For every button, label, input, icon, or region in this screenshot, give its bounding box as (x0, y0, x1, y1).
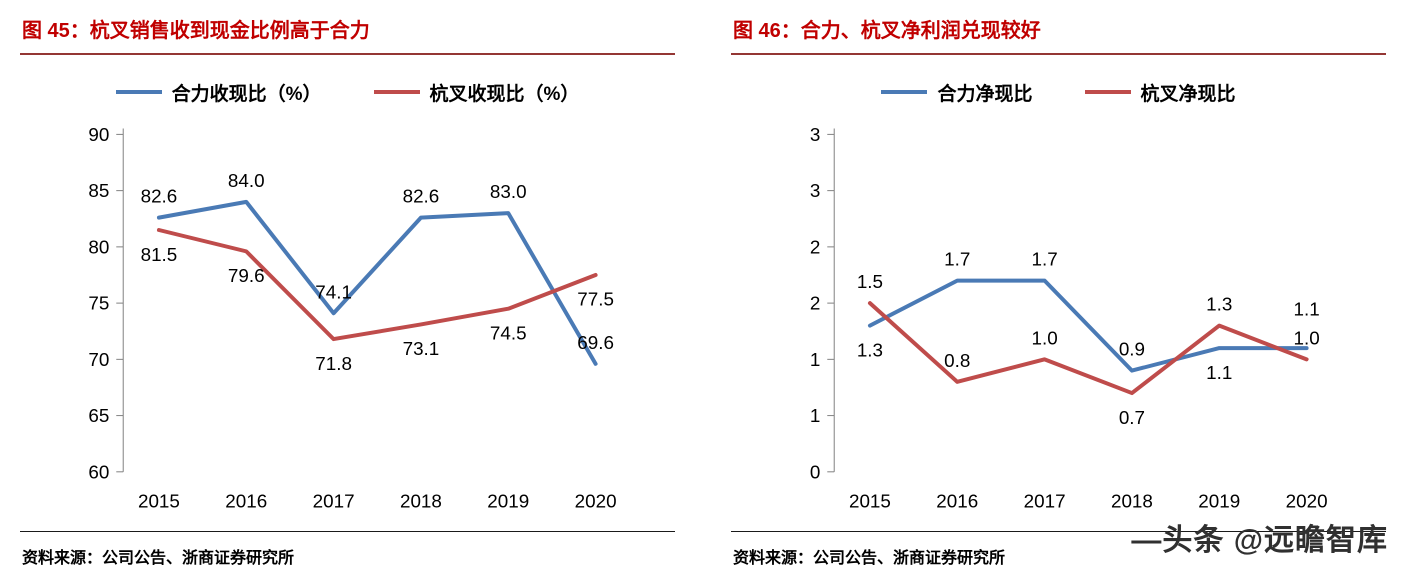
svg-text:2015: 2015 (138, 491, 180, 512)
figure-46-source-note: 资料来源：公司公告、浙商证券研究所 (731, 531, 1386, 568)
svg-text:70: 70 (88, 349, 109, 370)
figure-45-source-note: 资料来源：公司公告、浙商证券研究所 (20, 531, 675, 568)
svg-text:73.1: 73.1 (403, 338, 440, 359)
figure-46: 图 46：合力、杭叉净利润兑现较好 合力净现比 杭叉净现比 0 1 1 2 2 3 3 2015… (731, 10, 1386, 568)
svg-text:1: 1 (810, 349, 820, 370)
svg-text:2020: 2020 (575, 491, 617, 512)
svg-text:82.6: 82.6 (141, 186, 178, 207)
svg-text:2018: 2018 (400, 491, 442, 512)
svg-text:2016: 2016 (225, 491, 267, 512)
legend-item: 杭叉净现比 (1084, 79, 1236, 106)
svg-text:81.5: 81.5 (141, 244, 178, 265)
svg-text:2017: 2017 (313, 491, 355, 512)
legend-item: 合力收现比（%） (115, 79, 322, 106)
svg-text:80: 80 (88, 236, 109, 257)
svg-text:2020: 2020 (1286, 491, 1328, 512)
figure-46-title: 图 46：合力、杭叉净利润兑现较好 (731, 10, 1386, 55)
legend-swatch (373, 90, 420, 94)
y-axis-labels: 0 1 1 2 2 3 3 (810, 124, 820, 482)
data-labels: 82.6 84.0 74.1 82.6 83.0 69.6 (141, 170, 614, 353)
svg-text:65: 65 (88, 405, 109, 426)
series-line (867, 301, 1309, 396)
legend-label: 合力净现比 (937, 83, 1033, 105)
series-line (156, 228, 598, 342)
svg-text:2019: 2019 (487, 491, 529, 512)
svg-text:2016: 2016 (936, 491, 978, 512)
svg-text:2: 2 (810, 236, 820, 257)
svg-text:2019: 2019 (1198, 491, 1240, 512)
legend-item: 杭叉收现比（%） (373, 79, 580, 106)
svg-text:82.6: 82.6 (403, 186, 440, 207)
figure-46-line-chart: 0 1 1 2 2 3 3 2015 2016 2017 2018 2019 2020 1.3 1.7 1.7… (810, 124, 1328, 512)
svg-text:3: 3 (810, 124, 820, 145)
svg-text:1.1: 1.1 (1294, 298, 1320, 319)
legend-swatch (881, 90, 928, 94)
legend-label: 合力收现比（%） (171, 83, 322, 105)
series-line (867, 278, 1309, 373)
data-labels: 1.3 1.7 1.7 0.9 1.1 1.1 (857, 249, 1320, 383)
svg-text:1.0: 1.0 (1032, 327, 1058, 348)
figure-45: 图 45：杭叉销售收到现金比例高于合力 合力收现比（%） 杭叉收现比（%） 60 6… (20, 10, 675, 568)
legend-item: 合力净现比 (881, 79, 1033, 106)
toutiao-watermark: —头条 @远瞻智库 (1131, 524, 1388, 557)
svg-text:74.5: 74.5 (490, 322, 527, 343)
svg-text:71.8: 71.8 (315, 353, 352, 374)
svg-text:1.7: 1.7 (944, 249, 970, 270)
svg-text:2017: 2017 (1024, 491, 1066, 512)
svg-text:77.5: 77.5 (577, 289, 614, 310)
y-axis-labels: 60 65 70 75 80 85 90 (88, 124, 109, 482)
svg-text:1: 1 (810, 405, 820, 426)
legend-swatch (1084, 90, 1131, 94)
figure-45-title: 图 45：杭叉销售收到现金比例高于合力 (20, 10, 675, 55)
svg-text:60: 60 (88, 461, 109, 482)
svg-text:0.9: 0.9 (1119, 339, 1145, 360)
data-labels: 1.5 0.8 1.0 0.7 1.3 1.0 (857, 271, 1320, 428)
svg-text:2018: 2018 (1111, 491, 1153, 512)
y-axis (827, 128, 835, 473)
svg-text:85: 85 (88, 180, 109, 201)
x-axis-labels: 2015 2016 2017 2018 2019 2020 (849, 491, 1328, 512)
svg-text:69.6: 69.6 (577, 332, 614, 353)
svg-text:0.7: 0.7 (1119, 407, 1145, 428)
svg-text:90: 90 (88, 124, 109, 145)
legend-label: 杭叉净现比 (1140, 83, 1236, 105)
figure-45-line-chart: 60 65 70 75 80 85 90 2015 2016 2017 2018 2019 2020 82… (88, 124, 617, 512)
svg-text:1.1: 1.1 (1206, 362, 1232, 383)
figure-45-legend: 合力收现比（%） 杭叉收现比（%） (20, 79, 675, 105)
svg-text:79.6: 79.6 (228, 265, 265, 286)
legend-swatch (115, 90, 162, 94)
svg-text:1.5: 1.5 (857, 271, 883, 292)
legend-label: 杭叉收现比（%） (429, 83, 580, 105)
series-line (156, 199, 598, 366)
svg-text:1.0: 1.0 (1294, 327, 1320, 348)
svg-text:74.1: 74.1 (315, 281, 352, 302)
svg-text:75: 75 (88, 293, 109, 314)
svg-text:1.3: 1.3 (1206, 294, 1232, 315)
svg-text:0: 0 (810, 461, 820, 482)
data-labels: 81.5 79.6 71.8 73.1 74.5 77.5 (141, 244, 614, 374)
svg-text:84.0: 84.0 (228, 170, 265, 191)
svg-text:1.3: 1.3 (857, 339, 883, 360)
svg-text:2015: 2015 (849, 491, 891, 512)
svg-text:1.7: 1.7 (1032, 249, 1058, 270)
x-axis-labels: 2015 2016 2017 2018 2019 2020 (138, 491, 617, 512)
svg-text:2: 2 (810, 293, 820, 314)
svg-text:0.8: 0.8 (944, 350, 970, 371)
figure-46-legend: 合力净现比 杭叉净现比 (731, 79, 1386, 105)
y-axis (116, 128, 124, 473)
svg-text:3: 3 (810, 180, 820, 201)
svg-text:83.0: 83.0 (490, 181, 527, 202)
